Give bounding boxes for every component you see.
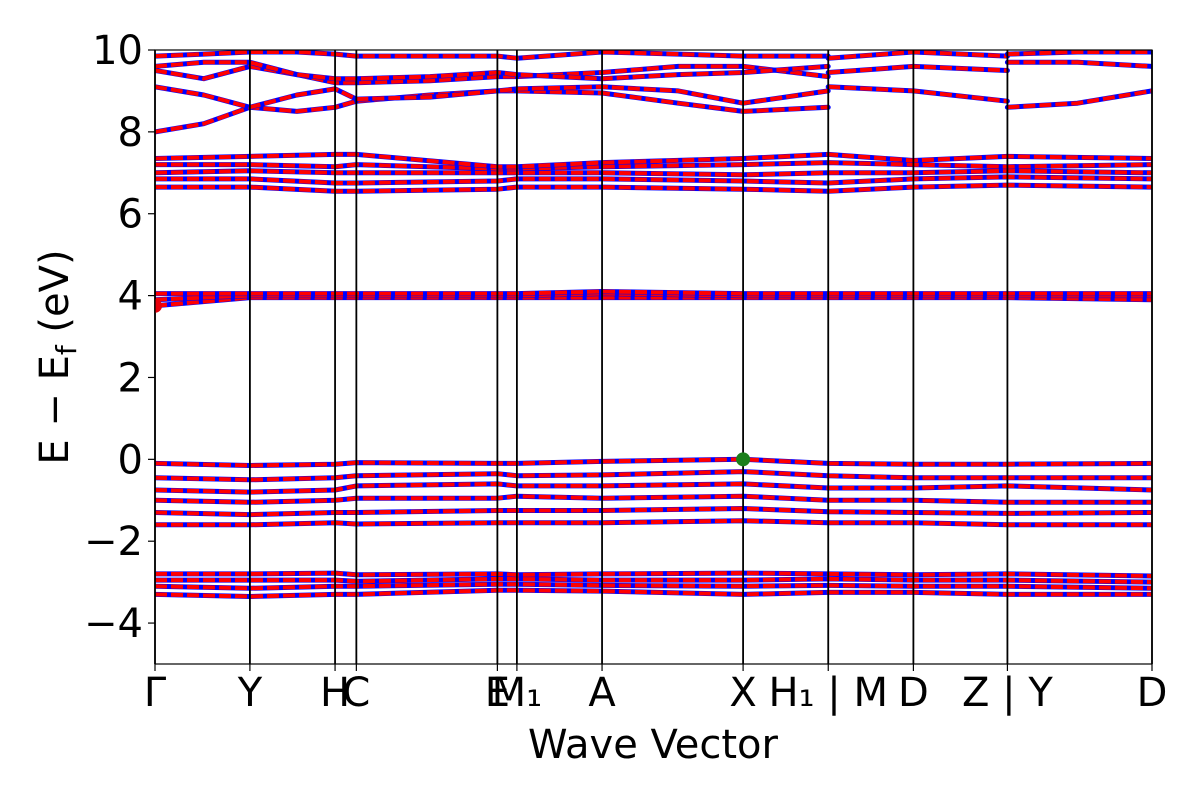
x-tick-label-5: M₁ xyxy=(492,670,543,716)
band-15 xyxy=(155,168,1152,177)
band-4 xyxy=(155,518,1152,527)
band-13 xyxy=(155,183,1152,194)
y-tick-label-7: 10 xyxy=(92,28,143,74)
y-axis-ticks: −4 −2 0 2 4 6 8 10 xyxy=(84,28,155,647)
band-27 xyxy=(1007,60,1152,69)
y-axis-label: E − Ef (eV) xyxy=(32,249,83,464)
vbm-marker xyxy=(736,452,751,467)
band-9 xyxy=(155,457,1152,468)
cbm-marker xyxy=(155,298,162,313)
x-tick-label-6: A xyxy=(588,670,616,716)
extremum-markers xyxy=(155,298,751,467)
y-tick-label-5: 6 xyxy=(118,192,143,238)
band-5 xyxy=(155,506,1152,517)
y-axis-label-sub: f xyxy=(50,344,83,355)
x-tick-label-9: D xyxy=(898,670,929,716)
y-tick-label-0: −4 xyxy=(84,601,143,647)
band-16 xyxy=(155,160,1152,171)
band-1 xyxy=(155,582,1152,591)
x-tick-label-8: H₁ | M xyxy=(768,670,888,716)
x-tick-label-0: Γ xyxy=(144,670,167,716)
y-tick-label-2: 0 xyxy=(118,437,143,483)
y-axis-label-main: E − E xyxy=(32,355,78,465)
x-tick-label-10: Z | Y xyxy=(962,670,1053,716)
band-2 xyxy=(155,576,1152,585)
band-17 xyxy=(155,152,1152,169)
y-tick-label-1: −2 xyxy=(84,519,143,565)
band-22 xyxy=(155,50,829,61)
x-tick-label-2: H xyxy=(320,670,350,716)
band-0 xyxy=(155,588,1152,599)
band-8 xyxy=(155,469,1152,482)
band-14 xyxy=(155,174,1152,185)
x-tick-label-1: Y xyxy=(237,670,263,716)
band-26 xyxy=(1007,88,1152,110)
y-tick-label-3: 2 xyxy=(118,355,143,401)
x-tick-label-3: C xyxy=(342,670,370,716)
y-axis-label-unit: (eV) xyxy=(32,249,78,345)
band-12 xyxy=(155,289,1152,296)
band-3 xyxy=(155,571,1152,578)
plot-frame xyxy=(154,49,1153,665)
band-28 xyxy=(1007,50,1152,57)
x-tick-label-11: D xyxy=(1137,670,1168,716)
y-tick-label-6: 8 xyxy=(118,110,143,156)
x-tick-label-7: X xyxy=(729,670,756,716)
x-axis-label: Wave Vector xyxy=(528,722,779,768)
x-tick-label-4: E xyxy=(485,670,510,716)
band-6 xyxy=(155,494,1152,505)
band-lines xyxy=(155,50,1152,599)
band-7 xyxy=(155,481,1152,495)
y-tick-label-4: 4 xyxy=(118,274,143,320)
band-21 xyxy=(155,60,829,81)
